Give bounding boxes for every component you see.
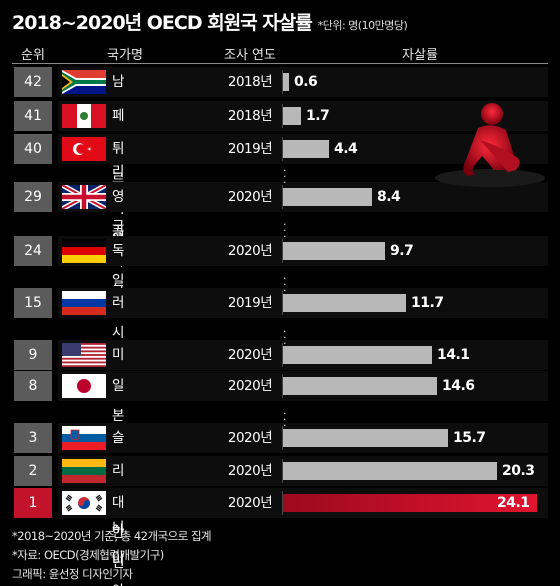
ellipsis-4: · · · xyxy=(283,325,287,350)
country-name: 독일 xyxy=(112,243,124,289)
rank-badge: 29 xyxy=(14,182,52,212)
rank-badge: 3 xyxy=(14,423,52,453)
rank-badge: 24 xyxy=(14,236,52,266)
japan-flag xyxy=(62,374,106,398)
data-bar xyxy=(283,188,372,206)
column-divider xyxy=(282,374,283,398)
rank-badge: 9 xyxy=(14,340,52,370)
russia-flag xyxy=(62,291,106,315)
ellipsis-2: · · · xyxy=(283,218,287,243)
data-label: 11.7 xyxy=(411,295,444,311)
slovenia-flag xyxy=(62,426,106,450)
data-bar xyxy=(283,294,406,312)
data-label: 4.4 xyxy=(334,141,358,157)
data-label: 15.7 xyxy=(453,430,486,446)
south-africa-flag xyxy=(62,70,106,94)
data-label: 8.4 xyxy=(377,189,401,205)
footnote-period: *2018~2020년 기준, 총 42개국으로 집계 xyxy=(12,529,212,543)
usa-flag xyxy=(62,343,106,367)
column-divider xyxy=(282,185,283,209)
header-divider xyxy=(12,63,548,64)
sitting-figure-illustration xyxy=(435,103,545,187)
header-country: 국가명 xyxy=(107,48,143,63)
data-bar xyxy=(283,377,437,395)
ellipsis-3: · · · xyxy=(283,272,287,297)
survey-year: 2020년 xyxy=(227,347,273,363)
survey-year: 2020년 xyxy=(227,463,273,479)
data-label: 9.7 xyxy=(390,243,414,259)
column-divider xyxy=(282,239,283,263)
lithuania-flag xyxy=(62,459,106,483)
column-divider xyxy=(282,137,283,161)
data-bar xyxy=(283,494,537,512)
survey-year: 2018년 xyxy=(227,74,273,90)
chart-title: 2018~2020년 OECD 회원국 자살률 xyxy=(12,12,313,34)
data-label: 1.7 xyxy=(306,108,330,124)
rank-badge: 41 xyxy=(14,101,52,131)
survey-year: 2019년 xyxy=(227,295,273,311)
survey-year: 2020년 xyxy=(227,243,273,259)
row-background xyxy=(58,67,548,97)
column-divider xyxy=(282,426,283,450)
column-divider xyxy=(282,459,283,483)
unit-label: *단위: 명(10만명당) xyxy=(317,19,408,32)
data-label: 24.1 xyxy=(497,495,530,511)
rank-badge: 40 xyxy=(14,134,52,164)
ellipsis-1: · · · xyxy=(283,164,287,189)
column-divider xyxy=(282,291,283,315)
uk-flag xyxy=(62,185,106,209)
survey-year: 2020년 xyxy=(227,189,273,205)
data-bar xyxy=(283,462,497,480)
column-divider xyxy=(282,491,283,515)
ellipsis-5: · · · xyxy=(283,407,287,432)
column-divider xyxy=(282,70,283,94)
survey-year: 2019년 xyxy=(227,141,273,157)
turkey-flag xyxy=(62,137,106,161)
survey-year: 2020년 xyxy=(227,495,273,511)
rank-badge: 8 xyxy=(14,371,52,401)
survey-year: 2020년 xyxy=(227,378,273,394)
data-bar xyxy=(283,429,448,447)
korea-flag xyxy=(62,491,106,515)
survey-year: 2020년 xyxy=(227,430,273,446)
data-bar xyxy=(283,73,289,91)
header-rate: 자살률 xyxy=(402,48,438,63)
peru-flag xyxy=(62,104,106,128)
data-bar xyxy=(283,242,385,260)
data-label: 20.3 xyxy=(502,463,535,479)
germany-flag xyxy=(62,239,106,263)
data-label: 14.1 xyxy=(437,347,470,363)
country-name: 일본 xyxy=(112,378,124,424)
data-bar xyxy=(283,107,301,125)
data-bar xyxy=(283,346,432,364)
footnote-source: *자료: OECD(경제협력개발기구) xyxy=(12,548,164,562)
column-divider xyxy=(282,104,283,128)
data-bar xyxy=(283,140,329,158)
data-label: 0.6 xyxy=(294,74,318,90)
rank-badge: 15 xyxy=(14,288,52,318)
survey-year: 2018년 xyxy=(227,108,273,124)
header-year: 조사 연도 xyxy=(224,48,276,63)
header-rank: 순위 xyxy=(21,48,45,63)
footnote-credit: 그래픽: 윤선정 디자인기자 xyxy=(12,567,133,581)
country-name: 대한민국 xyxy=(112,495,124,586)
rank-badge: 2 xyxy=(14,456,52,486)
title-block: 2018~2020년 OECD 회원국 자살률 *단위: 명(10만명당) xyxy=(12,8,408,35)
column-divider xyxy=(282,343,283,367)
country-name: 영국 xyxy=(112,189,124,235)
data-label: 14.6 xyxy=(442,378,475,394)
row-background xyxy=(58,101,548,131)
rank-badge: 42 xyxy=(14,67,52,97)
rank-badge: 1 xyxy=(14,488,52,518)
